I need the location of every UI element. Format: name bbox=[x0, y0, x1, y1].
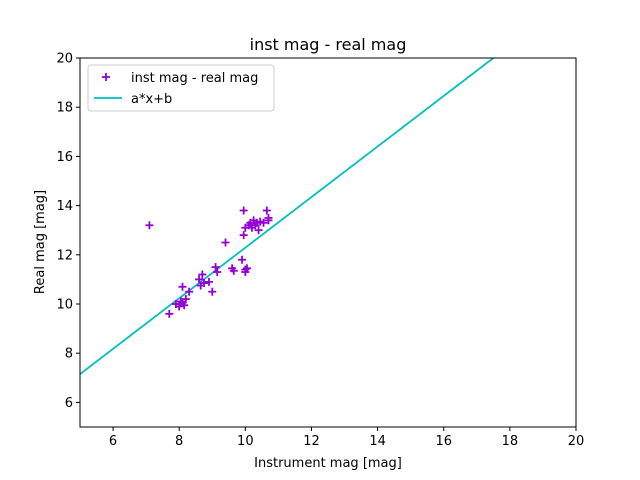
x-tick-label: 10 bbox=[237, 434, 254, 449]
scatter-point bbox=[178, 282, 187, 291]
legend-scatter-marker bbox=[102, 73, 110, 81]
scatter-point bbox=[254, 226, 263, 235]
scatter-point bbox=[198, 270, 207, 279]
y-tick-label: 12 bbox=[56, 248, 73, 263]
scatter-point bbox=[211, 263, 220, 272]
scatter-point bbox=[195, 275, 204, 284]
scatter-point bbox=[259, 218, 268, 227]
y-tick-label: 18 bbox=[56, 101, 73, 116]
scatter-point bbox=[239, 206, 248, 215]
legend: inst mag - real mag a*x+b bbox=[87, 64, 275, 112]
fit-line bbox=[80, 58, 494, 375]
scatter-point bbox=[229, 266, 238, 275]
scatter-point bbox=[145, 221, 154, 230]
chart-title: inst mag - real mag bbox=[250, 35, 407, 54]
x-tick-label: 18 bbox=[502, 434, 519, 449]
legend-label-scatter: inst mag - real mag bbox=[131, 71, 258, 86]
scatter-point bbox=[165, 309, 174, 318]
x-axis-ticks: 6 8 10 12 14 16 18 20 bbox=[109, 427, 584, 449]
scatter-point bbox=[262, 206, 271, 215]
scatter-point bbox=[180, 301, 189, 310]
scatter-point bbox=[242, 264, 251, 273]
plot-area bbox=[79, 57, 577, 428]
y-tick-label: 8 bbox=[65, 347, 73, 362]
scatter-point bbox=[221, 238, 230, 247]
x-axis-label: Instrument mag [mag] bbox=[254, 456, 402, 471]
y-axis-label: Real mag [mag] bbox=[33, 190, 48, 294]
scatter-point bbox=[208, 287, 217, 296]
scatter-point bbox=[264, 216, 273, 225]
scatter-point bbox=[181, 295, 190, 304]
legend-box bbox=[87, 64, 275, 112]
legend-entry-line: a*x+b bbox=[94, 92, 172, 107]
axes-frame bbox=[79, 57, 577, 428]
x-tick-label: 6 bbox=[109, 434, 117, 449]
x-tick-label: 12 bbox=[303, 434, 320, 449]
scatter-point bbox=[238, 255, 247, 264]
legend-label-line: a*x+b bbox=[131, 92, 172, 107]
x-tick-label: 8 bbox=[175, 434, 183, 449]
x-tick-label: 20 bbox=[568, 434, 585, 449]
scatter-point bbox=[200, 279, 208, 288]
scatter-point bbox=[213, 268, 222, 277]
y-tick-label: 14 bbox=[56, 199, 73, 214]
scatter-point bbox=[204, 277, 213, 286]
x-tick-label: 16 bbox=[435, 434, 452, 449]
scatter-point bbox=[241, 268, 250, 277]
y-tick-label: 16 bbox=[56, 150, 73, 165]
y-axis-ticks: 6 8 10 12 14 16 18 20 bbox=[56, 52, 80, 411]
y-tick-label: 6 bbox=[65, 396, 73, 411]
y-tick-label: 10 bbox=[56, 298, 73, 313]
y-tick-label: 20 bbox=[56, 52, 73, 67]
scatter-point bbox=[185, 287, 194, 296]
x-tick-label: 14 bbox=[369, 434, 386, 449]
scatter-point bbox=[239, 231, 248, 240]
legend-entry-scatter: inst mag - real mag bbox=[102, 71, 258, 86]
